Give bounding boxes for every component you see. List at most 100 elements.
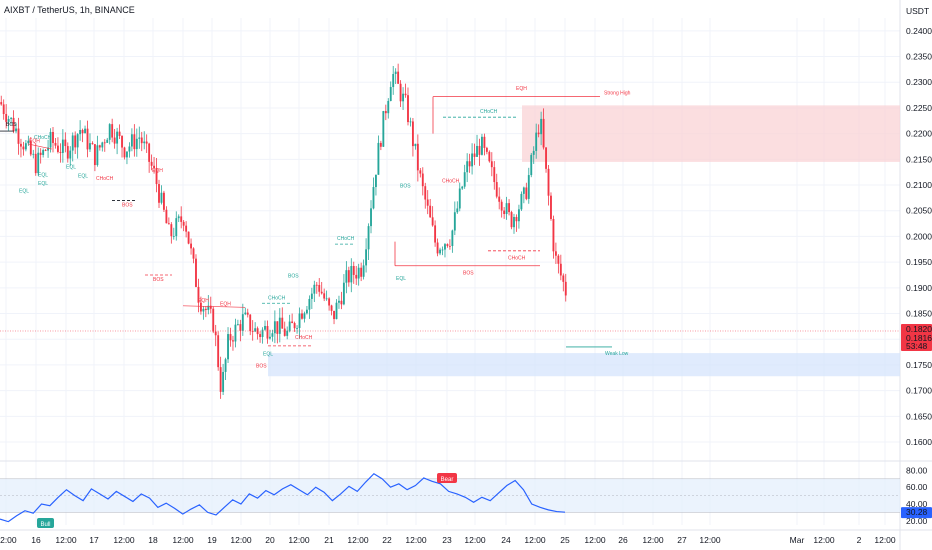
bos-label: BOS: [400, 184, 411, 190]
candle-body: [106, 139, 109, 143]
candle-body: [96, 145, 99, 166]
symbol-title: AIXBT / TetherUS, 1h, BINANCE: [4, 5, 135, 15]
candle-body: [310, 293, 313, 299]
supply-zone: [522, 105, 900, 162]
candle-body: [338, 300, 340, 303]
bos-label: BOS: [6, 122, 17, 128]
candle-body: [342, 282, 345, 305]
candle-body: [155, 167, 158, 185]
candle-body: [54, 142, 57, 146]
candle-body: [261, 329, 264, 338]
candle-body: [291, 321, 294, 324]
candle-body: [360, 267, 363, 277]
candle-body: [217, 335, 220, 368]
candle-body: [456, 208, 459, 213]
candle-body: [204, 308, 207, 311]
candle-body: [69, 150, 72, 159]
candle-body: [79, 129, 82, 135]
candle-body: [298, 313, 301, 328]
candle-body: [20, 143, 22, 147]
candle-body: [185, 225, 188, 232]
candle-body: [89, 143, 91, 150]
candle-body: [224, 359, 227, 372]
eql-label: EQL: [263, 352, 273, 358]
candle-body: [113, 137, 116, 144]
candle-body: [485, 147, 488, 152]
time-tick-label: 2: [857, 535, 862, 545]
candle-body: [323, 293, 326, 299]
candle-body: [350, 266, 353, 283]
candle-body: [158, 184, 160, 203]
candle-body: [520, 193, 523, 210]
candle-body: [190, 243, 192, 249]
candle-body: [167, 223, 170, 225]
candle-body: [133, 134, 136, 150]
candle-body: [421, 173, 424, 187]
candle-body: [108, 124, 111, 140]
candle-body: [362, 265, 365, 277]
candle-body: [510, 212, 513, 228]
time-tick-label: 12:00: [584, 535, 606, 545]
candle-body: [192, 248, 195, 259]
candle-body: [145, 141, 148, 144]
time-tick-label: 20: [265, 535, 275, 545]
candle-body: [71, 135, 74, 151]
candle-body: [303, 313, 306, 319]
choch-label: CHoCH: [480, 109, 498, 115]
candle-body: [276, 321, 279, 334]
candle-body: [365, 249, 368, 266]
candle-body: [318, 284, 321, 292]
chart-header: AIXBT / TetherUS, 1h, BINANCE: [4, 5, 135, 15]
candle-body: [197, 286, 200, 303]
bear-tag: [437, 473, 457, 483]
candle-body: [562, 275, 565, 282]
candle-body: [254, 328, 257, 332]
candle-body: [503, 210, 506, 215]
candle-body: [493, 167, 496, 183]
candle-body: [271, 333, 274, 337]
candle-body: [27, 140, 30, 144]
candle-body: [333, 310, 335, 320]
candle-body: [259, 334, 262, 338]
choch-label: CHoCH: [96, 176, 114, 182]
candle-body: [476, 145, 478, 157]
candle-body: [301, 313, 303, 319]
candle-body: [328, 298, 331, 306]
candle-body: [153, 165, 156, 168]
eql-label: EQL: [66, 165, 76, 171]
candle-body: [286, 330, 289, 336]
candle-body: [515, 216, 518, 222]
choch-label: CHoCH: [337, 236, 355, 242]
candle-body: [564, 281, 567, 296]
time-tick-label: Mar: [790, 535, 805, 545]
candle-body: [74, 135, 77, 148]
candle-body: [0, 102, 3, 105]
candle-body: [278, 317, 281, 334]
candle-body: [453, 212, 456, 231]
price-tick-label: 0.1750: [906, 360, 932, 370]
candle-body: [547, 168, 550, 196]
candle-body: [411, 121, 414, 147]
candle-body: [140, 137, 143, 144]
candle-body: [557, 255, 560, 264]
candle-body: [187, 231, 190, 244]
candle-body: [32, 153, 35, 155]
candle-body: [241, 314, 244, 331]
candle-body: [444, 244, 446, 250]
candle-body: [335, 302, 338, 320]
candle-body: [150, 161, 153, 166]
time-tick-label: 12:00: [230, 535, 252, 545]
candle-body: [436, 242, 439, 254]
candle-body: [439, 249, 441, 254]
time-tick-label: 23: [442, 535, 452, 545]
candle-body: [315, 284, 318, 286]
candle-body: [135, 138, 138, 150]
time-tick-label: 12:00: [55, 535, 77, 545]
bar-countdown: 53:48: [906, 341, 928, 351]
candle-body: [296, 327, 298, 329]
time-tick-label: 21: [324, 535, 334, 545]
price-tick-label: 0.1700: [906, 386, 932, 396]
rsi-line: [0, 473, 566, 523]
candle-body: [229, 334, 232, 341]
